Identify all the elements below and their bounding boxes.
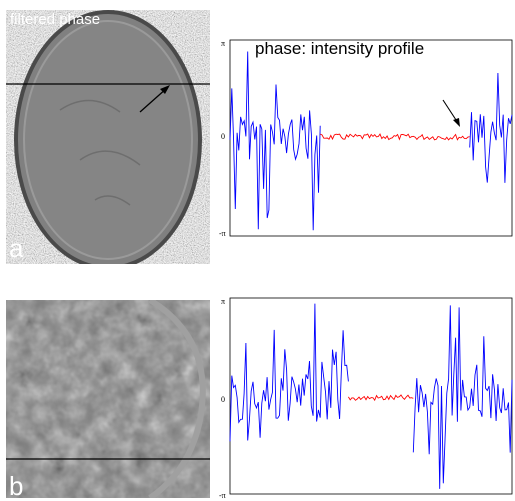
profile-series-left-blue (229, 303, 349, 442)
profile-series-left-blue (229, 51, 321, 231)
plot-b: π 0 -π (219, 297, 513, 500)
plot-a-frame (229, 39, 513, 237)
plot-b-series (229, 303, 513, 489)
arrow-a (139, 87, 168, 113)
plot-a-series (229, 51, 513, 231)
ytick-b-minus-pi: -π (219, 491, 226, 500)
ytick-a-minus-pi: -π (219, 229, 226, 238)
profile-series-middle-red (348, 394, 414, 402)
ytick-b-zero: 0 (221, 395, 225, 404)
panel-letter-a: a (9, 233, 24, 263)
arrow-plot-a (442, 99, 459, 124)
plot-a: π 0 -π phase: intensity profile (219, 39, 513, 238)
arrowhead-a (160, 85, 170, 94)
ytick-a-pi: π (221, 39, 225, 48)
profile-series-right-blue (469, 72, 513, 183)
arrowhead-plot-a (453, 118, 460, 127)
profile-series-middle-red (320, 133, 470, 141)
profile-series-right-blue (412, 305, 513, 489)
skull-arc-b (148, 300, 206, 498)
brain-region (23, 20, 193, 260)
panel-letter-b: b (9, 471, 23, 501)
panel-a-image (6, 10, 210, 264)
image-title-a: filtered phase (10, 11, 100, 28)
panel-b-image (6, 300, 210, 498)
brain-texture (59, 99, 141, 206)
ytick-b-pi: π (221, 297, 225, 306)
plot-b-frame (229, 297, 513, 495)
ytick-a-zero: 0 (221, 132, 225, 141)
plot-a-annotation: phase: intensity profile (255, 39, 424, 58)
brain-texture-b (6, 300, 210, 498)
